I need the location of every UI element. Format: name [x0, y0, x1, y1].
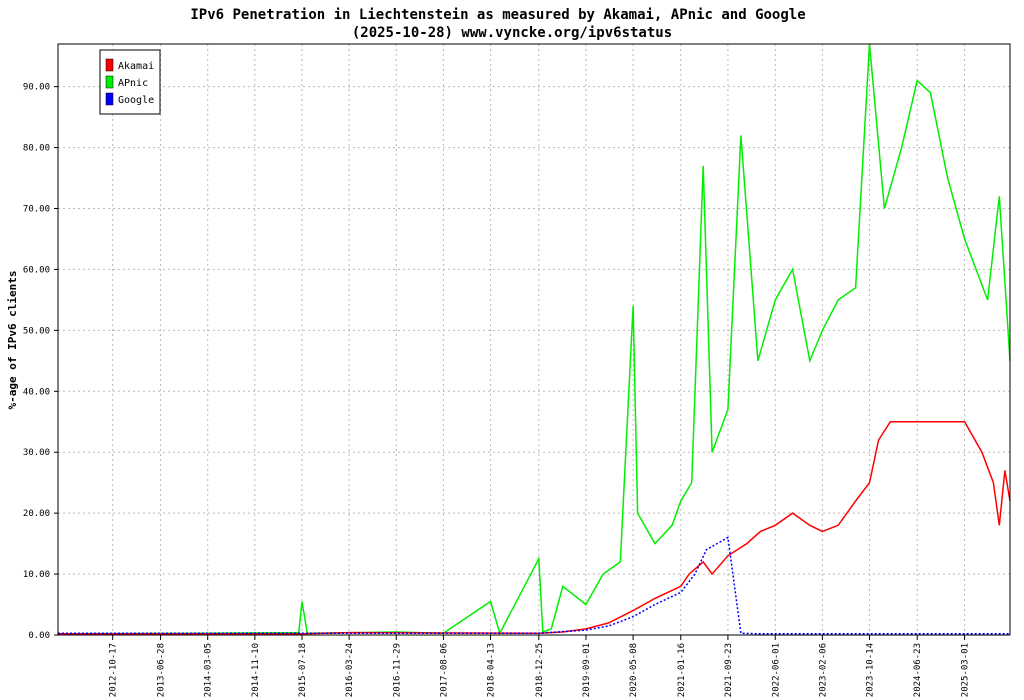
x-tick-label: 2016-11-29: [392, 643, 402, 697]
x-tick-label: 2018-04-13: [487, 643, 497, 697]
x-tick-label: 2023-10-14: [866, 643, 876, 697]
y-axis-label: %-age of IPv6 clients: [6, 270, 19, 409]
x-tick-label: 2014-03-05: [204, 643, 214, 697]
legend-label-apnic: APnic: [118, 78, 148, 89]
x-tick-label: 2019-09-01: [582, 643, 592, 697]
x-tick-label: 2018-12-25: [535, 643, 545, 697]
chart-title: IPv6 Penetration in Liechtenstein as mea…: [190, 7, 805, 23]
x-tick-label: 2024-06-23: [913, 643, 923, 697]
x-tick-label: 2017-08-06: [439, 643, 449, 697]
plot-area-frame: [57, 43, 1011, 636]
legend-label-akamai: Akamai: [118, 61, 154, 72]
x-tick-label: 2025-03-01: [961, 643, 971, 697]
series-layer: [57, 43, 1011, 636]
x-tick-label: 2016-03-24: [345, 643, 355, 697]
y-tick-label: 90.00: [23, 83, 50, 93]
x-tick-label: 2014-11-10: [251, 643, 261, 697]
x-tick-labels: 2012-10-17 2013-06-28 2014-03-05 2014-11-10…: [109, 643, 971, 697]
legend-swatch-akamai: [105, 58, 114, 72]
legend: Akamai APnic Google: [99, 49, 161, 115]
series-line-google: [58, 536, 1010, 635]
axes: [54, 43, 1011, 640]
series-line-apnic: [57, 43, 1011, 636]
x-tick-label: 2021-01-16: [677, 643, 687, 697]
y-tick-label: 30.00: [23, 448, 50, 458]
y-tick-label: 40.00: [23, 387, 50, 397]
y-tick-label: 20.00: [23, 509, 50, 519]
y-tick-label: 50.00: [23, 326, 50, 336]
chart-subtitle: (2025-10-28) www.vyncke.org/ipv6status: [352, 25, 672, 41]
x-tick-label: 2015-07-18: [298, 643, 308, 697]
y-tick-label: 70.00: [23, 205, 50, 215]
y-tick-label: 10.00: [23, 570, 50, 580]
y-tick-label: 60.00: [23, 265, 50, 275]
x-tick-label: 2021-09-23: [724, 643, 734, 697]
x-tick-label: 2012-10-17: [109, 643, 119, 697]
series-line-akamai: [58, 421, 1011, 635]
x-tick-label: 2013-06-28: [157, 643, 167, 697]
legend-swatch-apnic: [105, 75, 114, 89]
grid-lines: [58, 44, 1010, 635]
legend-swatch-google: [105, 92, 114, 106]
x-tick-label: 2022-06-01: [771, 643, 781, 697]
y-tick-labels: 0.00 10.00 20.00 30.00 40.00 50.00 60.00 70.00 8…: [23, 83, 50, 641]
x-tick-label: 2023-02-06: [818, 643, 828, 697]
y-tick-label: 80.00: [23, 144, 50, 154]
legend-label-google: Google: [118, 95, 154, 106]
y-tick-label: 0.00: [28, 631, 50, 641]
x-tick-label: 2020-05-08: [629, 643, 639, 697]
